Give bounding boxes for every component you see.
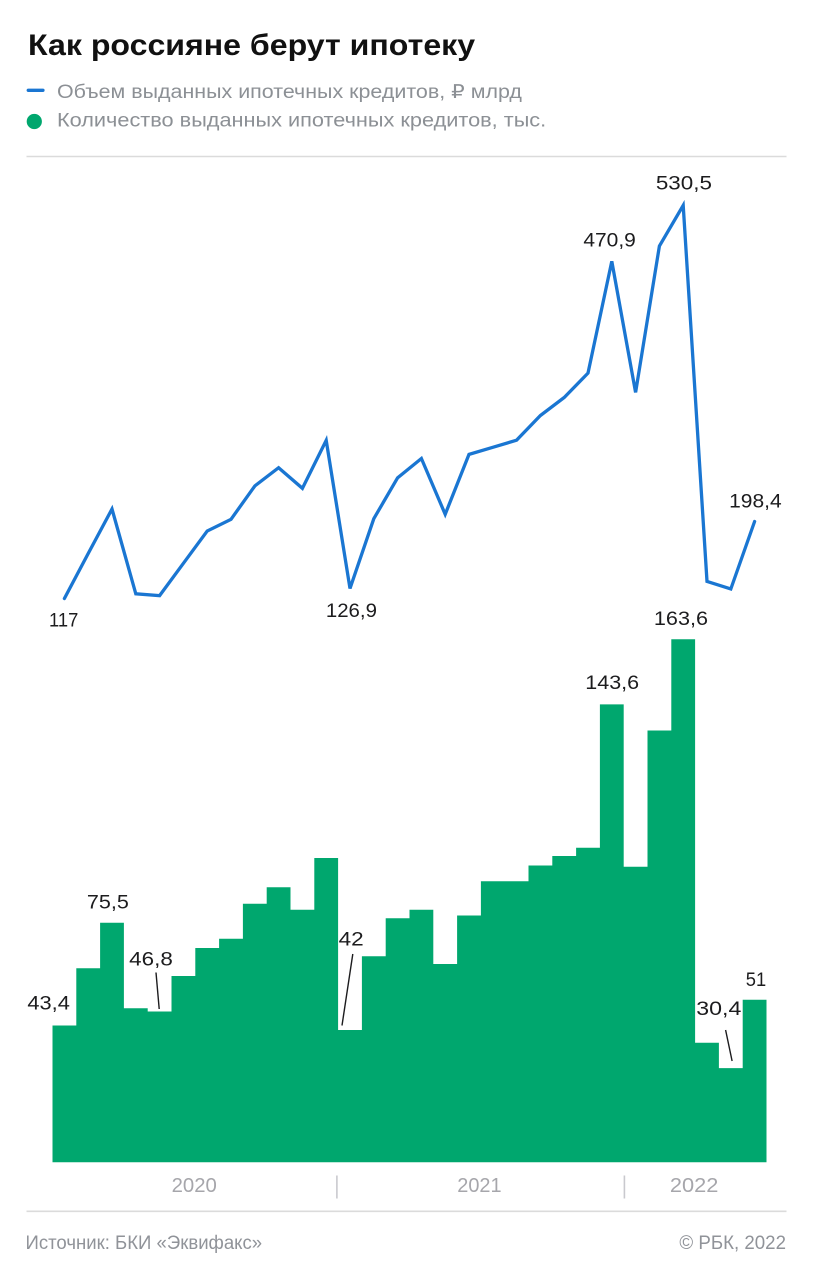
svg-text:51: 51 (746, 969, 766, 991)
svg-text:2022: 2022 (670, 1175, 719, 1197)
svg-text:Объем выданных ипотечных креди: Объем выданных ипотечных кредитов, ₽ млр… (57, 82, 522, 103)
svg-text:163,6: 163,6 (654, 608, 708, 630)
svg-text:42: 42 (339, 929, 364, 951)
svg-text:126,9: 126,9 (326, 600, 377, 622)
svg-text:30,4: 30,4 (696, 998, 741, 1020)
svg-text:43,4: 43,4 (27, 993, 70, 1015)
svg-text:46,8: 46,8 (129, 949, 173, 971)
svg-text:117: 117 (49, 610, 78, 632)
svg-text:470,9: 470,9 (583, 230, 636, 252)
svg-text:530,5: 530,5 (656, 173, 712, 195)
svg-text:© РБК, 2022: © РБК, 2022 (679, 1233, 786, 1254)
svg-text:Источник: БКИ «Эквифакс»: Источник: БКИ «Эквифакс» (26, 1233, 263, 1254)
svg-text:Как россияне берут ипотеку: Как россияне берут ипотеку (28, 29, 475, 62)
svg-text:143,6: 143,6 (585, 672, 639, 694)
svg-text:Количество выданных ипотечных: Количество выданных ипотечных кредитов, … (57, 111, 546, 132)
svg-text:198,4: 198,4 (729, 490, 782, 512)
svg-text:2021: 2021 (457, 1175, 501, 1197)
svg-text:75,5: 75,5 (87, 892, 129, 914)
svg-text:2020: 2020 (172, 1175, 217, 1197)
